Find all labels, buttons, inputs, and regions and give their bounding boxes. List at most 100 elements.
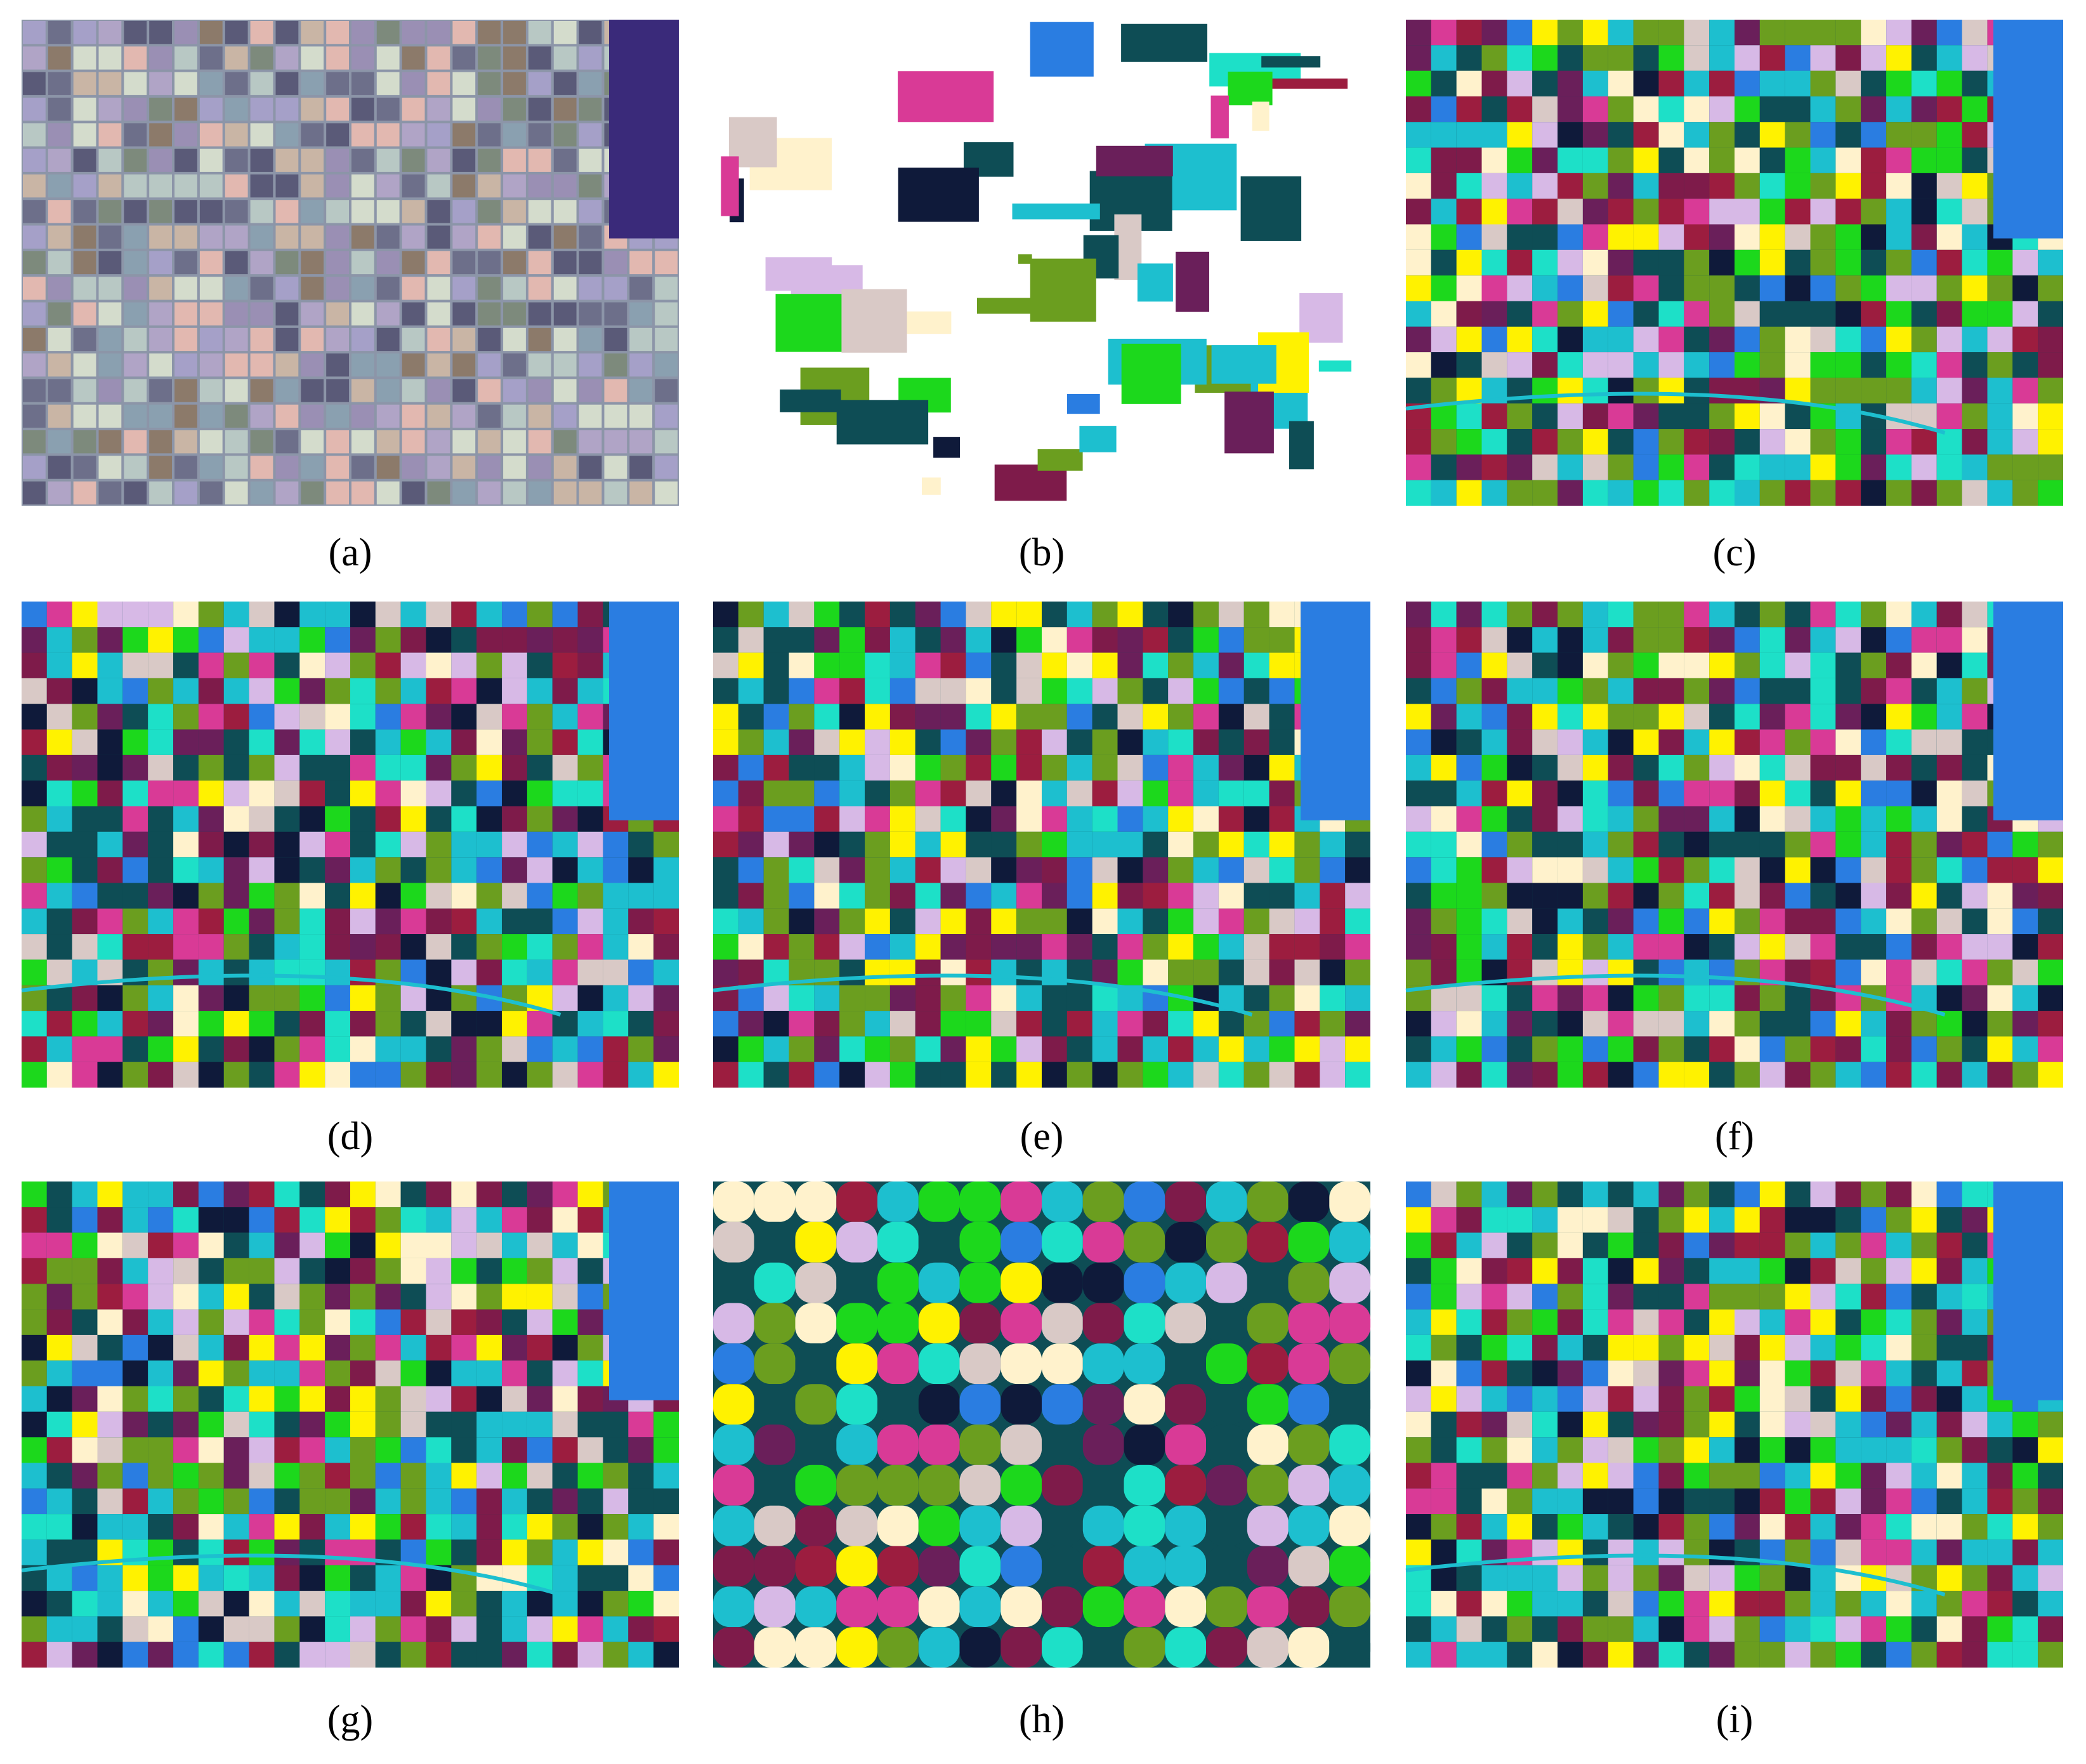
image-region (451, 1309, 477, 1335)
image-region (1558, 45, 1583, 71)
image-region (376, 430, 400, 454)
image-region (1608, 729, 1634, 755)
image-region (325, 1616, 350, 1642)
image-region (604, 481, 627, 504)
image-region (795, 1262, 837, 1303)
image-region (836, 1303, 878, 1344)
image-region (402, 21, 425, 44)
image-region (1481, 1488, 1507, 1515)
image-region (1582, 806, 1608, 832)
image-region (1936, 1334, 1962, 1361)
image-region (325, 1488, 350, 1515)
image-region (1785, 1488, 1811, 1515)
image-region (351, 430, 374, 454)
image-region (1082, 1505, 1124, 1546)
image-region (1431, 1036, 1457, 1062)
image-region (72, 1565, 98, 1591)
ground-truth-region (1318, 360, 1352, 372)
image-region (223, 1062, 249, 1088)
image-region (451, 959, 477, 985)
image-region (325, 1642, 350, 1668)
image-region (1658, 1539, 1684, 1565)
image-region (1658, 1062, 1684, 1088)
image-region (1658, 704, 1684, 730)
image-region (2012, 1036, 2038, 1062)
image-region (2038, 249, 2063, 276)
image-region (1861, 754, 1886, 781)
image-region (23, 404, 46, 428)
image-region (46, 831, 72, 858)
image-region (1684, 1616, 1710, 1642)
image-region (889, 652, 915, 678)
image-region (991, 780, 1017, 806)
image-region (1016, 627, 1042, 653)
image-region (400, 1207, 426, 1233)
image-region (1532, 96, 1558, 122)
image-region (1936, 908, 1962, 935)
image-region (476, 1642, 502, 1668)
image-region (503, 379, 526, 402)
image-region (1608, 403, 1634, 429)
image-region (2012, 1011, 2038, 1037)
image-region (795, 1505, 837, 1546)
image-region (839, 1011, 865, 1037)
image-region (1582, 1411, 1608, 1438)
image-region (1456, 378, 1482, 404)
image-region (73, 174, 96, 198)
image-region (148, 857, 173, 883)
image-region (1785, 352, 1811, 378)
image-region (1124, 1505, 1165, 1546)
image-region (1269, 729, 1295, 755)
image-region (301, 481, 324, 504)
image-region (376, 327, 400, 352)
image-region (325, 754, 350, 781)
image-region (98, 277, 122, 300)
image-region (1582, 1514, 1608, 1540)
ground-truth-region (1037, 449, 1083, 471)
image-region (577, 729, 603, 755)
image-region (1633, 857, 1659, 883)
image-region (1406, 754, 1431, 781)
image-region (1987, 378, 2013, 404)
image-region (1936, 959, 1962, 985)
image-region (350, 1181, 376, 1208)
image-region (173, 1258, 199, 1284)
image-region (1329, 1221, 1371, 1263)
image-region (1835, 70, 1861, 96)
image-region (789, 857, 815, 883)
image-region (1936, 1642, 1962, 1668)
image-region (1507, 70, 1533, 96)
image-region (1886, 224, 1912, 250)
image-region (1936, 1258, 1962, 1284)
image-region (795, 1586, 837, 1628)
image-region (1456, 249, 1482, 276)
image-region (940, 1011, 966, 1037)
image-region (1759, 1616, 1785, 1642)
image-region (22, 729, 47, 755)
image-region (1810, 652, 1836, 678)
image-region (22, 857, 47, 883)
image-region (1431, 147, 1457, 173)
image-region (1886, 147, 1912, 173)
image-region (1143, 729, 1169, 755)
image-region (173, 754, 199, 781)
image-region (1886, 1181, 1912, 1208)
image-region (553, 46, 577, 70)
image-region (1759, 173, 1785, 199)
image-region (527, 1539, 553, 1565)
image-region (502, 1514, 527, 1540)
image-region (1735, 1616, 1760, 1642)
image-region (1785, 122, 1811, 148)
image-region (577, 1565, 603, 1591)
image-region (1143, 1036, 1169, 1062)
image-region (1193, 754, 1219, 781)
image-region (97, 1062, 123, 1088)
image-region (72, 754, 98, 781)
image-region (1582, 831, 1608, 858)
image-region (174, 302, 197, 326)
image-region (1016, 831, 1042, 858)
image-region (1082, 1586, 1124, 1628)
image-region (274, 857, 300, 883)
image-region (814, 1036, 840, 1062)
image-region (1633, 985, 1659, 1011)
